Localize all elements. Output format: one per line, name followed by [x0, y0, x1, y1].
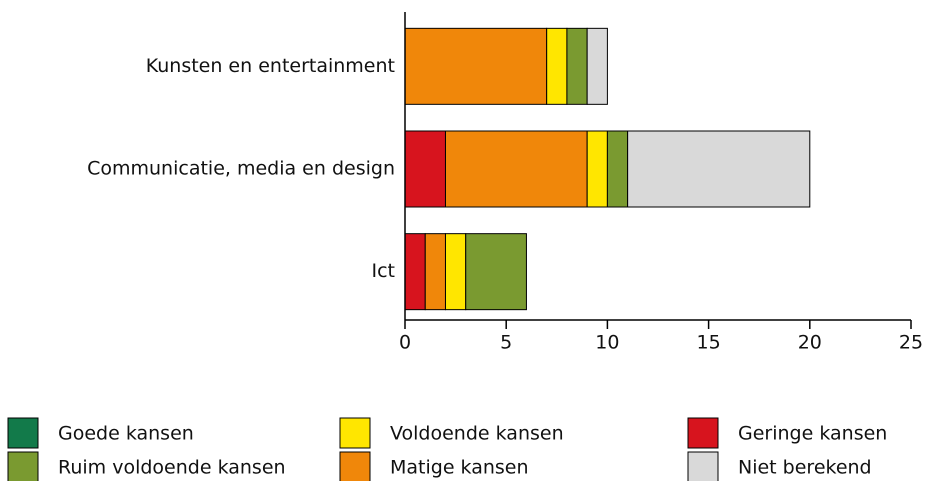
x-tick-label: 15 [697, 332, 721, 354]
x-tick-label: 25 [899, 332, 923, 354]
legend-swatch [7, 451, 39, 481]
x-tick-label: 5 [500, 332, 512, 354]
bar-segment [606, 130, 629, 208]
legend-swatch [687, 451, 719, 481]
bar-segment [404, 27, 548, 105]
legend-swatch [339, 451, 371, 481]
legend-swatch [687, 417, 719, 449]
legend-label: Geringe kansen [738, 423, 887, 445]
legend-swatch [339, 417, 371, 449]
bar-segment [627, 130, 811, 208]
bar-segment [586, 27, 608, 105]
x-tick-label: 0 [399, 332, 411, 354]
bar-segment [404, 233, 426, 311]
legend-swatch [7, 417, 39, 449]
bar-segment [566, 27, 588, 105]
bar-segment [444, 130, 588, 208]
bar-segment [424, 233, 446, 311]
x-tick-label: 20 [798, 332, 822, 354]
y-tick-label: Ict [372, 260, 396, 282]
legend-label: Niet berekend [738, 457, 872, 479]
legend-label: Ruim voldoende kansen [58, 457, 286, 479]
y-tick-label: Communicatie, media en design [87, 158, 395, 180]
bar-segment [586, 130, 608, 208]
legend-label: Matige kansen [390, 457, 529, 479]
legend-label: Voldoende kansen [390, 423, 564, 445]
bar-segment [465, 233, 527, 311]
bar-segment [404, 130, 446, 208]
bar-segment [444, 233, 467, 311]
y-tick-label: Kunsten en entertainment [146, 55, 395, 77]
x-tick-label: 10 [595, 332, 619, 354]
bar-segment [546, 27, 568, 105]
legend-label: Goede kansen [58, 423, 194, 445]
